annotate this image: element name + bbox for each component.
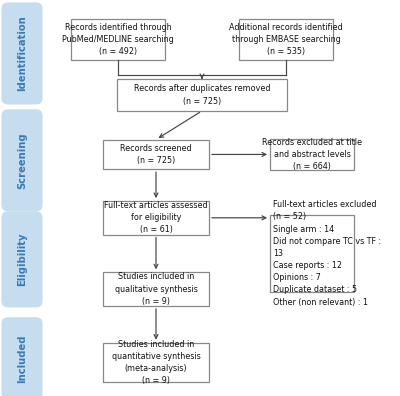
FancyBboxPatch shape: [2, 212, 42, 307]
Text: Identification: Identification: [17, 15, 27, 91]
Text: Included: Included: [17, 334, 27, 383]
FancyBboxPatch shape: [71, 19, 165, 60]
FancyBboxPatch shape: [239, 19, 333, 60]
FancyBboxPatch shape: [103, 343, 209, 382]
Text: Records screened
(n = 725): Records screened (n = 725): [120, 144, 192, 165]
FancyBboxPatch shape: [117, 79, 287, 111]
Text: Records excluded at title
and abstract levels
(n = 664): Records excluded at title and abstract l…: [262, 138, 362, 171]
FancyBboxPatch shape: [103, 140, 209, 169]
FancyBboxPatch shape: [103, 201, 209, 234]
Text: Additional records identified
through EMBASE searching
(n = 535): Additional records identified through EM…: [229, 23, 343, 56]
Text: Full-text articles excluded
(n = 52)
Single arm : 14
Did not compare TC vs TF :
: Full-text articles excluded (n = 52) Sin…: [273, 200, 381, 307]
FancyBboxPatch shape: [2, 318, 42, 396]
Text: Full-text articles assessed
for eligibility
(n = 61): Full-text articles assessed for eligibil…: [104, 201, 208, 234]
Text: Studies included in
qualitative synthesis
(n = 9): Studies included in qualitative synthesi…: [114, 272, 198, 306]
Text: Eligibility: Eligibility: [17, 232, 27, 286]
FancyBboxPatch shape: [2, 3, 42, 104]
Text: Studies included in
quantitative synthesis
(meta-analysis)
(n = 9): Studies included in quantitative synthes…: [112, 340, 200, 385]
FancyBboxPatch shape: [103, 272, 209, 306]
Text: Records after duplicates removed
(n = 725): Records after duplicates removed (n = 72…: [134, 84, 270, 106]
FancyBboxPatch shape: [270, 215, 354, 292]
FancyBboxPatch shape: [2, 110, 42, 211]
FancyBboxPatch shape: [270, 139, 354, 170]
Text: Screening: Screening: [17, 132, 27, 188]
Text: Records identified through
PubMed/MEDLINE searching
(n = 492): Records identified through PubMed/MEDLIN…: [62, 23, 174, 56]
